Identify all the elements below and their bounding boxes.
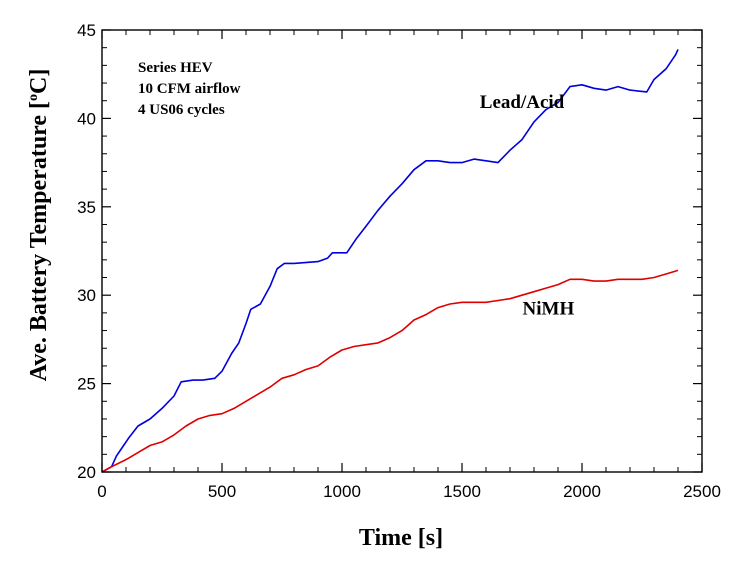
series-label-nimh: NiMH <box>523 299 575 320</box>
x-tick-label: 500 <box>208 482 236 501</box>
y-tick-label: 30 <box>77 286 96 305</box>
x-tick-label: 0 <box>97 482 106 501</box>
series-label-lead-acid: Lead/Acid <box>480 92 565 113</box>
y-axis-title-superscript: o <box>26 94 41 101</box>
series-line-nimh <box>101 269 679 473</box>
x-tick-label: 2000 <box>563 482 601 501</box>
info-line-1: Series HEV <box>138 60 213 76</box>
x-tick-label: 1500 <box>443 482 481 501</box>
info-box: Series HEV 10 CFM airflow 4 US06 cycles <box>138 60 241 118</box>
y-tick-label: 35 <box>77 198 96 217</box>
x-axis-title: Time [s] <box>359 525 443 551</box>
y-tick-label: 20 <box>77 463 96 482</box>
x-tick-label: 2500 <box>683 482 721 501</box>
y-tick-label: 25 <box>77 375 96 394</box>
y-axis-title-end: C] <box>26 69 52 94</box>
x-tick-label: 1000 <box>323 482 361 501</box>
plot-frame <box>101 29 703 473</box>
y-tick-label: 40 <box>77 109 96 128</box>
y-axis-title: Ave. Battery Temperature [oC] <box>26 69 52 382</box>
y-axis-title-main: Ave. Battery Temperature [ <box>26 101 52 381</box>
series-line-lead-acid <box>101 49 679 473</box>
info-line-2: 10 CFM airflow <box>138 81 241 97</box>
y-tick-label: 45 <box>77 21 96 40</box>
info-line-3: 4 US06 cycles <box>138 102 225 118</box>
